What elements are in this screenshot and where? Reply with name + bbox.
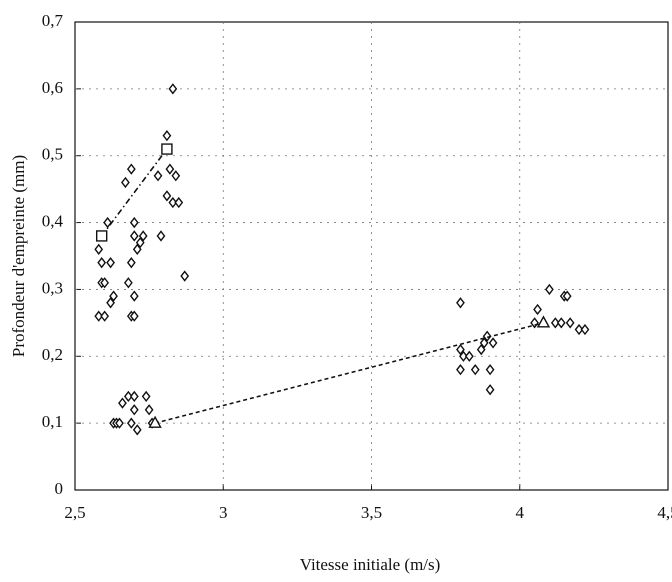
point bbox=[106, 257, 115, 269]
point bbox=[485, 364, 495, 376]
point bbox=[545, 283, 554, 296]
point bbox=[126, 163, 136, 175]
point bbox=[456, 343, 465, 356]
point bbox=[132, 243, 142, 255]
point bbox=[165, 163, 175, 175]
point bbox=[132, 424, 142, 436]
point bbox=[470, 364, 480, 376]
point bbox=[129, 290, 139, 302]
point bbox=[95, 230, 108, 242]
y-tick-label: 0,5 bbox=[42, 145, 63, 164]
point bbox=[126, 257, 136, 269]
point bbox=[168, 83, 178, 95]
point bbox=[562, 290, 572, 302]
point bbox=[129, 230, 139, 242]
y-tick-label: 0,1 bbox=[42, 412, 63, 431]
point bbox=[161, 143, 173, 155]
point bbox=[464, 350, 474, 362]
point bbox=[174, 196, 184, 209]
x-tick-label: 3 bbox=[219, 503, 228, 522]
x-tick-label: 4 bbox=[516, 503, 525, 522]
point bbox=[97, 257, 107, 269]
point bbox=[100, 277, 110, 289]
x-tick-label: 3,5 bbox=[361, 503, 382, 522]
point bbox=[488, 337, 498, 349]
y-tick-label: 0 bbox=[55, 479, 64, 498]
point bbox=[129, 310, 139, 322]
point bbox=[479, 337, 489, 349]
trend-line bbox=[101, 148, 168, 237]
point bbox=[153, 170, 163, 182]
point bbox=[574, 323, 584, 336]
point bbox=[162, 130, 172, 142]
y-tick-label: 0,2 bbox=[42, 345, 63, 364]
point bbox=[148, 415, 162, 428]
point bbox=[171, 170, 181, 182]
y-tick-label: 0,6 bbox=[42, 78, 63, 97]
y-tick-label: 0,3 bbox=[42, 278, 63, 297]
x-tick-label: 2,5 bbox=[64, 503, 85, 522]
point bbox=[144, 404, 154, 416]
point bbox=[118, 397, 127, 409]
point bbox=[103, 216, 113, 229]
point bbox=[115, 417, 124, 429]
point bbox=[459, 350, 468, 362]
point bbox=[556, 317, 566, 329]
point bbox=[141, 390, 151, 403]
point bbox=[550, 317, 560, 329]
point bbox=[456, 297, 465, 309]
point bbox=[135, 236, 145, 249]
point bbox=[536, 315, 551, 328]
trend-line bbox=[154, 322, 544, 424]
point bbox=[94, 243, 104, 255]
point bbox=[533, 303, 542, 316]
point bbox=[456, 364, 465, 376]
point bbox=[129, 404, 139, 416]
y-tick-label: 0,4 bbox=[42, 211, 64, 230]
point bbox=[121, 176, 130, 189]
y-axis-label: Profondeur d'empreinte (mm) bbox=[9, 155, 28, 357]
point bbox=[476, 343, 486, 356]
point bbox=[129, 216, 139, 229]
y-tick-label: 0,7 bbox=[42, 11, 64, 30]
point bbox=[138, 230, 148, 242]
point bbox=[485, 384, 495, 396]
point bbox=[123, 277, 133, 289]
point bbox=[180, 270, 190, 282]
point bbox=[100, 310, 110, 322]
point bbox=[109, 290, 118, 302]
x-tick-label: 4,5 bbox=[657, 503, 672, 522]
point bbox=[162, 190, 172, 202]
point bbox=[482, 330, 492, 342]
point bbox=[168, 196, 178, 209]
point bbox=[580, 323, 590, 336]
point bbox=[106, 297, 115, 309]
point bbox=[129, 390, 139, 403]
point bbox=[156, 230, 166, 242]
point bbox=[94, 310, 104, 322]
point bbox=[530, 317, 539, 329]
point bbox=[565, 317, 575, 329]
point bbox=[126, 417, 136, 429]
point bbox=[123, 390, 133, 403]
x-axis-label: Vitesse initiale (m/s) bbox=[300, 555, 441, 574]
